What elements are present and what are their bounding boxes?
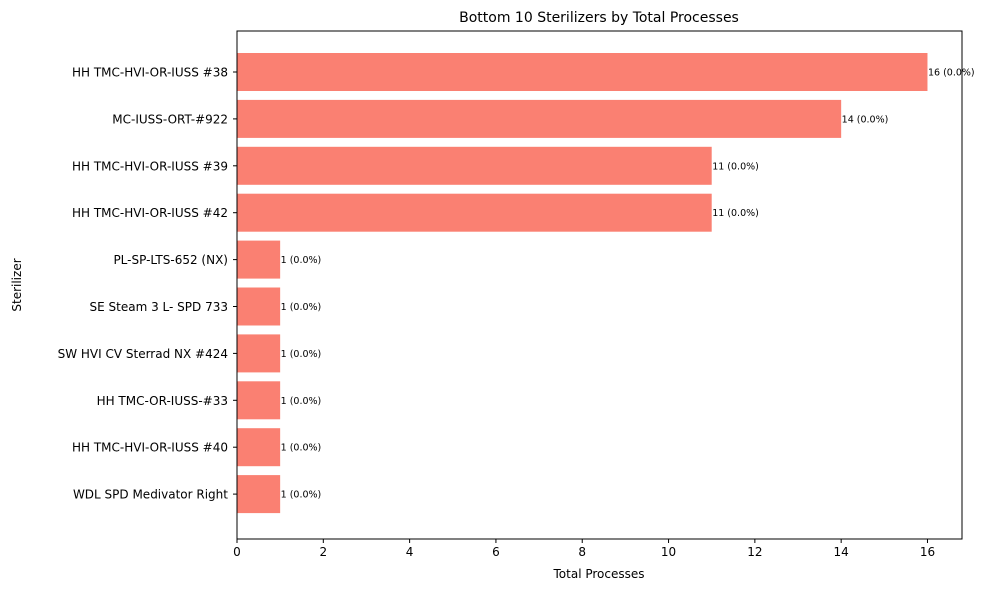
x-tick-label: 6 xyxy=(492,545,500,559)
x-tick-label: 16 xyxy=(920,545,935,559)
plot-frame xyxy=(236,30,963,540)
data-label: 11 (0.0%) xyxy=(712,208,759,219)
x-tick-label: 0 xyxy=(233,545,241,559)
y-tick-label: HH TMC-HVI-OR-IUSS #40 xyxy=(72,441,228,455)
data-label: 1 (0.0%) xyxy=(281,255,322,266)
y-tick-label: HH TMC-HVI-OR-IUSS #38 xyxy=(72,66,228,80)
bar xyxy=(237,146,712,185)
bar xyxy=(237,99,842,138)
bar xyxy=(237,428,281,467)
bar xyxy=(237,475,281,514)
y-tick-labels: HH TMC-HVI-OR-IUSS #38 MC-IUSS-ORT-#922 HH… xyxy=(58,66,237,502)
x-tick-label: 4 xyxy=(406,545,414,559)
x-tick-label: 10 xyxy=(661,545,676,559)
data-labels: 16 (0.0%) 14 (0.0%) 11 (0.0%) 11 (0.0%) 1 (0… xyxy=(281,68,975,501)
bar xyxy=(237,240,281,279)
bar xyxy=(237,193,712,232)
data-label: 1 (0.0%) xyxy=(281,490,322,501)
y-tick-label: SW HVI CV Sterrad NX #424 xyxy=(58,347,228,361)
x-tick-label: 2 xyxy=(319,545,327,559)
data-label: 1 (0.0%) xyxy=(281,443,322,454)
bar xyxy=(237,53,928,91)
chart-title: Bottom 10 Sterilizers by Total Processes xyxy=(459,10,739,26)
y-tick-label: PL-SP-LTS-652 (NX) xyxy=(113,253,228,267)
y-tick-label: HH TMC-HVI-OR-IUSS #39 xyxy=(72,159,228,173)
bars-group xyxy=(237,53,928,514)
y-tick-label: HH TMC-OR-IUSS-#33 xyxy=(97,394,228,408)
x-axis-label: Total Processes xyxy=(553,567,645,581)
x-tick-label: 14 xyxy=(834,545,849,559)
x-tick-label: 12 xyxy=(747,545,762,559)
y-tick-label: HH TMC-HVI-OR-IUSS #42 xyxy=(72,206,228,220)
bar xyxy=(237,287,281,326)
data-label: 11 (0.0%) xyxy=(712,161,759,172)
y-tick-label: WDL SPD Medivator Right xyxy=(73,488,228,502)
x-ticks: 0 2 4 6 8 10 12 14 16 xyxy=(233,539,935,559)
y-tick-label: SE Steam 3 L- SPD 733 xyxy=(90,300,228,314)
data-label: 16 (0.0%) xyxy=(928,68,975,79)
data-label: 14 (0.0%) xyxy=(842,114,889,125)
bar xyxy=(237,381,281,420)
y-tick-label: MC-IUSS-ORT-#922 xyxy=(112,112,228,126)
data-label: 1 (0.0%) xyxy=(281,396,322,407)
y-axis-label: Sterilizer xyxy=(10,258,24,311)
bar xyxy=(237,334,281,373)
data-label: 1 (0.0%) xyxy=(281,349,322,360)
data-label: 1 (0.0%) xyxy=(281,302,322,313)
x-tick-label: 8 xyxy=(578,545,586,559)
